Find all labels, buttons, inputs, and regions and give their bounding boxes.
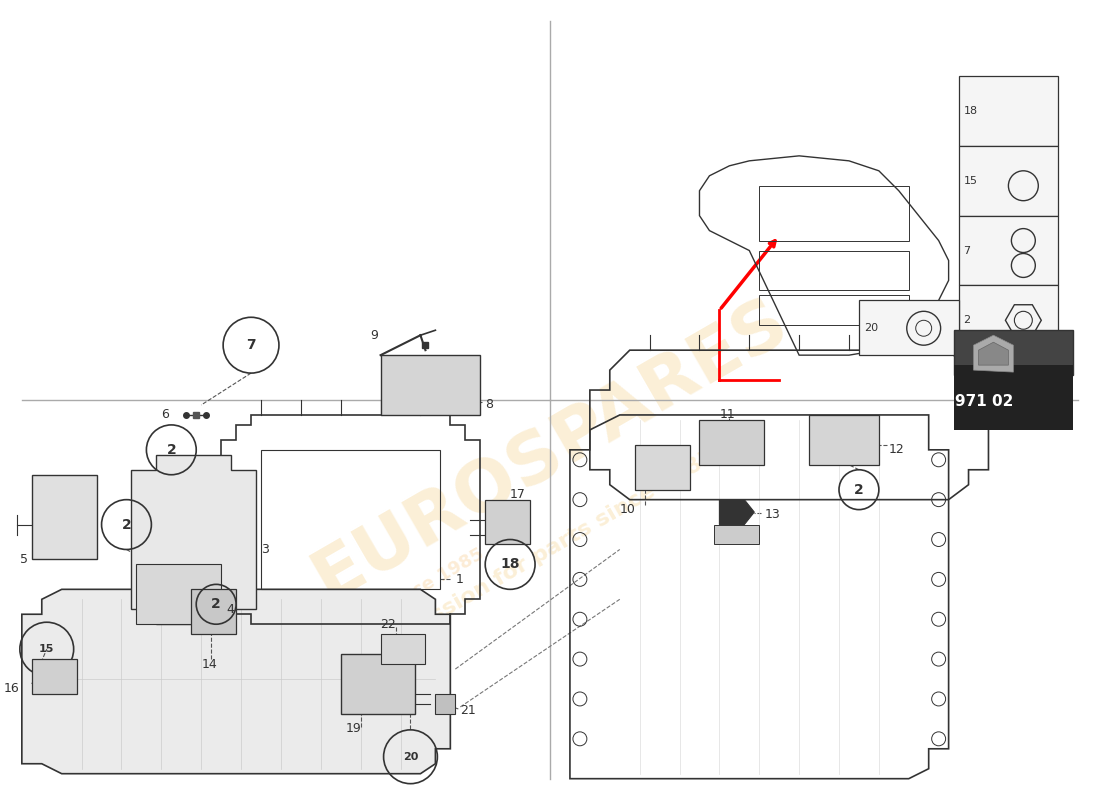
Text: 17: 17 xyxy=(510,488,526,501)
Bar xyxy=(700,420,764,465)
Polygon shape xyxy=(979,342,1009,365)
Text: 15: 15 xyxy=(40,644,54,654)
Text: 9: 9 xyxy=(371,329,378,342)
Text: 2: 2 xyxy=(964,315,970,326)
Text: 15: 15 xyxy=(964,176,978,186)
Bar xyxy=(810,415,879,465)
Polygon shape xyxy=(22,590,450,774)
Text: 3: 3 xyxy=(261,543,268,556)
Bar xyxy=(958,146,1058,216)
Text: 22: 22 xyxy=(381,618,396,630)
Text: EUROSPARES: EUROSPARES xyxy=(300,286,800,614)
Bar xyxy=(635,445,690,490)
Bar xyxy=(958,216,1058,286)
Text: 16: 16 xyxy=(4,682,20,695)
Bar xyxy=(436,694,455,714)
Text: 13: 13 xyxy=(764,508,780,521)
Text: 2: 2 xyxy=(211,598,221,611)
Bar xyxy=(954,330,1074,375)
Text: 6: 6 xyxy=(162,409,169,422)
Text: 21: 21 xyxy=(460,705,476,718)
Text: 971 02: 971 02 xyxy=(955,394,1013,410)
Text: 2: 2 xyxy=(854,482,864,497)
Text: 14: 14 xyxy=(201,658,217,670)
Bar xyxy=(759,250,909,290)
Bar xyxy=(136,565,221,624)
Text: 11: 11 xyxy=(719,409,735,422)
Text: 18: 18 xyxy=(500,558,520,571)
Text: 20: 20 xyxy=(864,323,878,334)
Bar xyxy=(32,659,77,694)
Text: 10: 10 xyxy=(619,503,636,516)
Polygon shape xyxy=(974,335,1013,372)
Polygon shape xyxy=(132,455,256,624)
Text: 19: 19 xyxy=(345,722,362,735)
Text: 7: 7 xyxy=(246,338,256,352)
Text: 8: 8 xyxy=(485,398,493,411)
Bar xyxy=(32,474,97,559)
Bar xyxy=(341,654,416,714)
Bar xyxy=(759,186,909,241)
Polygon shape xyxy=(719,500,755,525)
Bar xyxy=(759,295,909,326)
Bar xyxy=(954,365,1074,430)
Text: 1: 1 xyxy=(455,573,463,586)
Text: 7: 7 xyxy=(964,246,970,255)
Bar xyxy=(859,300,958,355)
Text: a passion for parts since 1985: a passion for parts since 1985 xyxy=(214,545,487,714)
Bar xyxy=(958,76,1058,146)
Text: 2: 2 xyxy=(122,518,131,531)
Bar xyxy=(714,525,759,545)
Text: 18: 18 xyxy=(964,106,978,116)
Text: 20: 20 xyxy=(403,752,418,762)
Text: a passion for parts since 1985: a passion for parts since 1985 xyxy=(381,446,719,653)
Bar xyxy=(485,500,530,545)
Text: 5: 5 xyxy=(20,553,28,566)
Text: 12: 12 xyxy=(889,443,904,456)
Bar xyxy=(191,590,236,634)
Text: 2: 2 xyxy=(166,443,176,457)
Bar xyxy=(958,286,1058,355)
Bar xyxy=(381,355,481,415)
Text: 4: 4 xyxy=(227,602,234,616)
Bar xyxy=(381,634,426,664)
